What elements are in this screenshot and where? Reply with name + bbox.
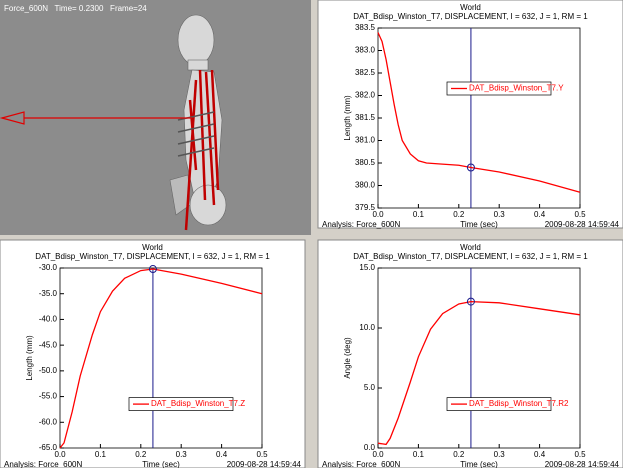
x-tick-label: 0.1 <box>413 450 425 459</box>
y-tick-label: -55.0 <box>39 392 58 401</box>
y-axis-label: Angle (deg) <box>343 337 352 379</box>
y-tick-label: 380.5 <box>355 158 376 167</box>
y-tick-label: -30.0 <box>39 263 58 272</box>
y-tick-label: 15.0 <box>359 263 375 272</box>
x-tick-label: 0.2 <box>135 450 147 459</box>
y-tick-label: -35.0 <box>39 289 58 298</box>
x-tick-label: 0.2 <box>453 210 465 219</box>
x-tick-label: 0.1 <box>95 450 107 459</box>
series-line <box>377 32 581 193</box>
footer-right: 2009-08-28 14:59:44 <box>545 220 620 229</box>
legend-box <box>446 397 552 411</box>
y-tick-label: 379.5 <box>355 203 376 212</box>
footer-left: Analysis: Force_600N <box>4 460 82 468</box>
y-tick-label: -65.0 <box>39 443 58 452</box>
force-arrow <box>0 111 192 125</box>
y-tick-label: 383.5 <box>355 23 376 32</box>
plot-area <box>59 267 263 449</box>
x-tick-label: 0.0 <box>54 450 66 459</box>
chart-title: World <box>142 243 163 252</box>
viewport-label: Force_600N Time= 0.2300 Frame=24 <box>4 4 147 13</box>
plot-area <box>377 27 581 209</box>
y-tick-label: 383.0 <box>355 46 376 55</box>
cursor-marker <box>466 163 475 172</box>
cursor-marker <box>148 265 157 274</box>
y-tick-label: 382.0 <box>355 91 376 100</box>
chart-subtitle: DAT_Bdisp_Winston_T7, DISPLACEMENT, I = … <box>35 252 270 261</box>
x-tick-label: 0.1 <box>413 210 425 219</box>
muscles <box>184 69 220 231</box>
x-tick-label: 0.4 <box>534 210 546 219</box>
legend-box <box>128 397 234 411</box>
footer-left: Analysis: Force_600N <box>322 460 400 468</box>
chart-title: World <box>460 3 481 12</box>
x-tick-label: 0.0 <box>372 210 384 219</box>
x-tick-label: 0.5 <box>574 210 586 219</box>
plot-area <box>377 267 581 449</box>
x-tick-label: 0.3 <box>494 210 506 219</box>
x-tick-label: 0.5 <box>574 450 586 459</box>
cursor-marker <box>466 297 475 306</box>
y-tick-label: 382.5 <box>355 68 376 77</box>
x-axis-label: Time (sec) <box>460 220 498 229</box>
series-line <box>59 268 263 449</box>
legend-box <box>446 81 552 96</box>
y-tick-label: 0.0 <box>364 443 376 452</box>
y-axis-label: Length (mm) <box>25 335 34 381</box>
legend-label: DAT_Bdisp_Winston_T7.Z <box>151 399 245 408</box>
y-tick-label: 380.0 <box>355 181 376 190</box>
legend-label: DAT_Bdisp_Winston_T7.R2 <box>469 399 569 408</box>
x-axis-label: Time (sec) <box>142 460 180 468</box>
chart-subtitle: DAT_Bdisp_Winston_T7, DISPLACEMENT, I = … <box>353 12 588 21</box>
y-tick-label: 381.0 <box>355 136 376 145</box>
y-tick-label: -60.0 <box>39 417 58 426</box>
series-line <box>377 300 581 446</box>
x-tick-label: 0.3 <box>176 450 188 459</box>
y-tick-label: 5.0 <box>364 383 376 392</box>
x-tick-label: 0.2 <box>453 450 465 459</box>
footer-right: 2009-08-28 14:59:44 <box>545 460 620 468</box>
x-axis-label: Time (sec) <box>460 460 498 468</box>
x-tick-label: 0.0 <box>372 450 384 459</box>
x-tick-label: 0.3 <box>494 450 506 459</box>
viewport: Force_600N Time= 0.2300 Frame=24 <box>0 0 311 235</box>
ribs <box>177 111 215 157</box>
y-tick-label: 381.5 <box>355 113 376 122</box>
chart-subtitle: DAT_Bdisp_Winston_T7, DISPLACEMENT, I = … <box>353 252 588 261</box>
x-tick-label: 0.5 <box>256 450 268 459</box>
y-tick-label: -50.0 <box>39 366 58 375</box>
y-axis-label: Length (mm) <box>343 95 352 141</box>
footer-right: 2009-08-28 14:59:44 <box>227 460 302 468</box>
x-tick-label: 0.4 <box>216 450 228 459</box>
y-tick-label: 10.0 <box>359 323 375 332</box>
footer-left: Analysis: Force_600N <box>322 220 400 229</box>
y-tick-label: -45.0 <box>39 340 58 349</box>
y-tick-label: -40.0 <box>39 315 58 324</box>
chart-title: World <box>460 243 481 252</box>
x-tick-label: 0.4 <box>534 450 546 459</box>
legend-label: DAT_Bdisp_Winston_T7.Y <box>469 84 564 93</box>
